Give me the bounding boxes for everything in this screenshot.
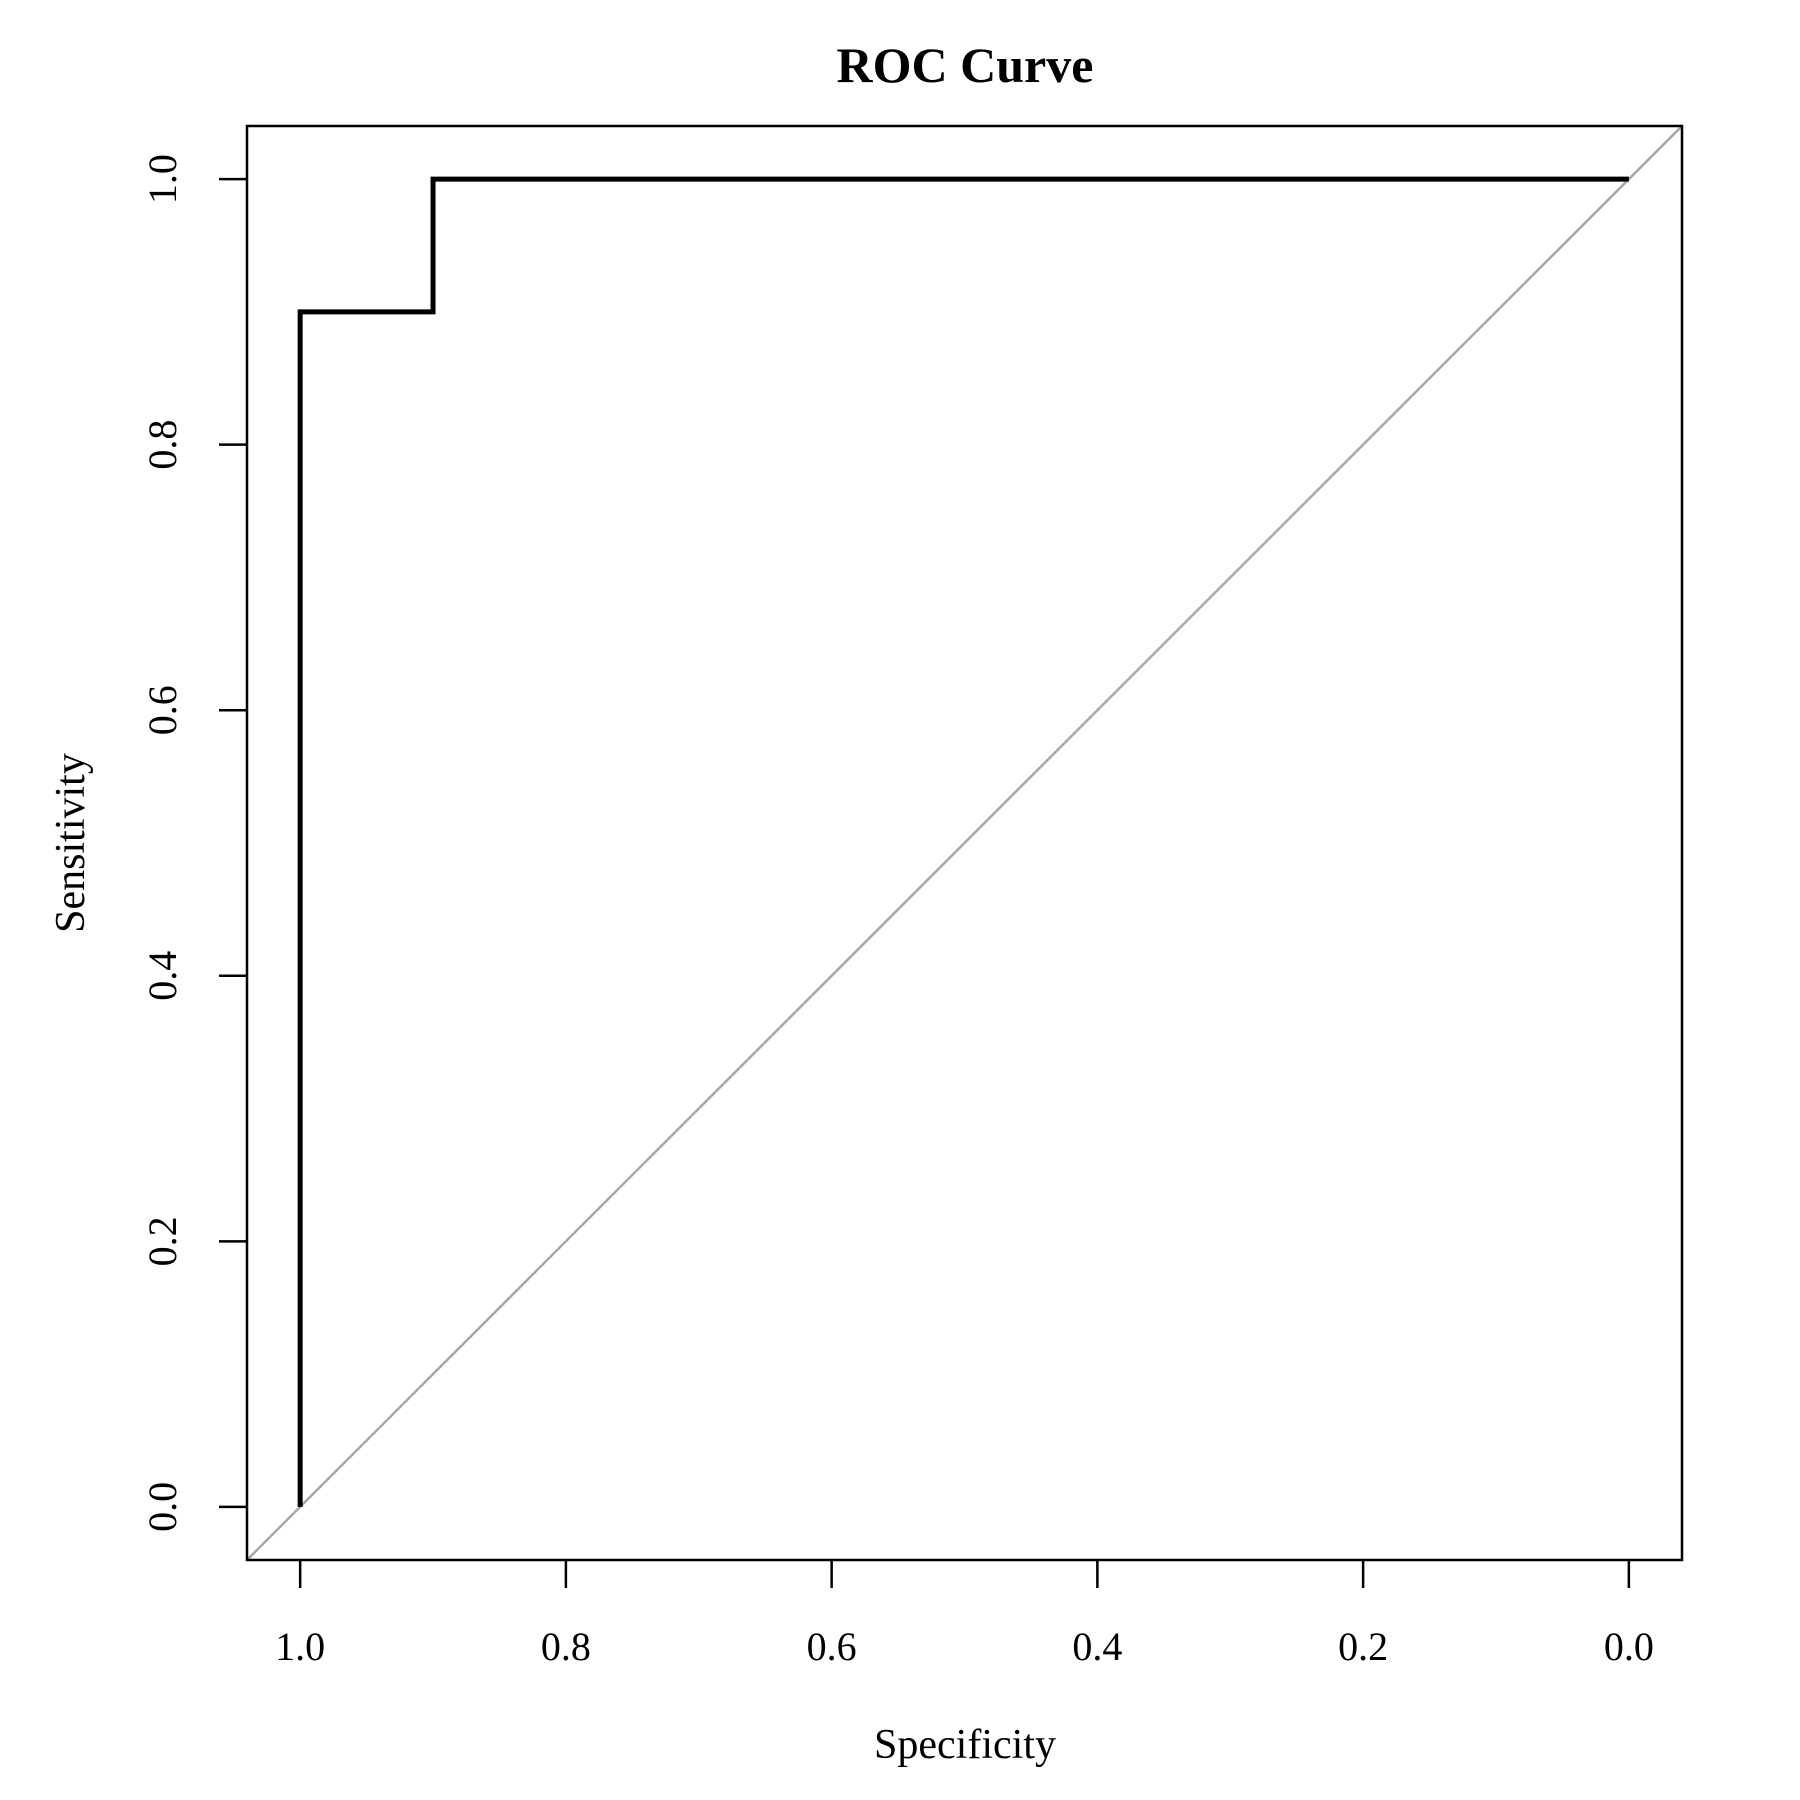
plot-area <box>246 125 1683 1561</box>
y-axis: 0.0 0.2 0.4 0.6 0.8 1.0 <box>140 154 247 1532</box>
x-tick-label: 0.2 <box>1338 1624 1388 1669</box>
chart-title: ROC Curve <box>837 37 1094 93</box>
x-tick-label: 0.8 <box>541 1624 591 1669</box>
y-tick-label: 0.8 <box>140 420 185 470</box>
x-tick-label: 0.0 <box>1604 1624 1654 1669</box>
x-tick-label: 1.0 <box>275 1624 325 1669</box>
reference-diagonal-line <box>246 125 1683 1561</box>
roc-curve-line <box>297 176 1629 1507</box>
y-tick-label: 1.0 <box>140 154 185 204</box>
x-axis: 1.0 0.8 0.6 0.4 0.2 0.0 <box>275 1560 1654 1669</box>
y-tick-label: 0.4 <box>140 951 185 1001</box>
x-tick-label: 0.6 <box>807 1624 857 1669</box>
y-tick-label: 0.2 <box>140 1216 185 1266</box>
y-axis-label: Sensitivity <box>48 753 94 933</box>
y-tick-label: 0.0 <box>140 1482 185 1532</box>
x-axis-label: Specificity <box>874 1722 1056 1768</box>
y-tick-label: 0.6 <box>140 685 185 735</box>
plot-frame <box>245 124 1684 1562</box>
x-tick-label: 0.4 <box>1072 1624 1122 1669</box>
